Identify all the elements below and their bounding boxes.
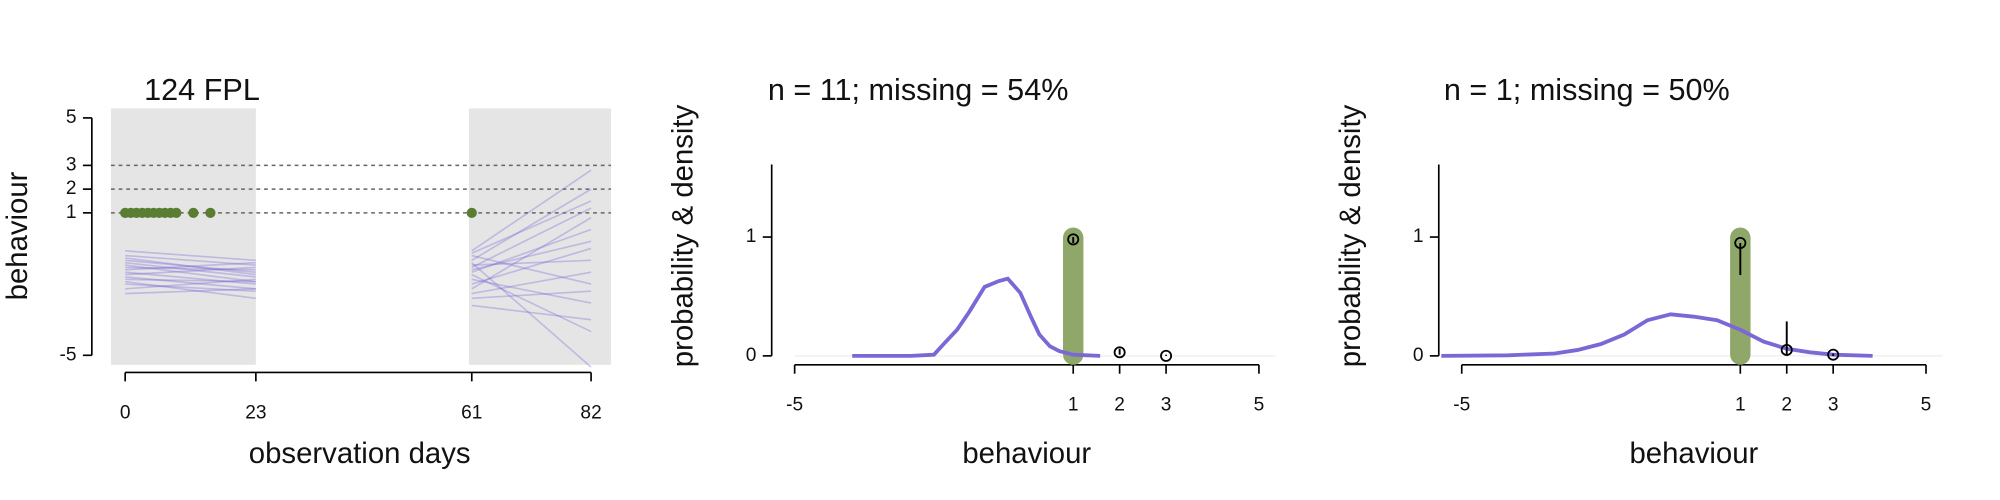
posterior-line (471, 247, 592, 285)
posterior-line (471, 240, 592, 271)
x-tick-label: -5 (1453, 395, 1470, 416)
posterior-line (125, 261, 256, 271)
probability-point (1827, 348, 1840, 361)
x-tick-label: 5 (1921, 395, 1932, 416)
probability-point (1734, 236, 1747, 249)
y-tick-label: 1 (1413, 226, 1424, 247)
posterior-line (125, 280, 256, 300)
probability-point (1113, 346, 1126, 359)
density-curve (1441, 312, 1873, 358)
observed-highlight (1063, 227, 1084, 365)
posterior-line (471, 169, 592, 252)
y-tick-label: 1 (746, 226, 757, 247)
panel-title: 124 FPL (144, 73, 260, 107)
y-tick-label: 1 (66, 202, 77, 223)
posterior-line (471, 278, 592, 304)
x-tick-label: 82 (580, 402, 601, 423)
observation-point (466, 207, 477, 218)
posterior-line (471, 207, 592, 269)
probability-point (1160, 349, 1173, 362)
observation-point (171, 207, 182, 218)
x-tick-label: 5 (1254, 395, 1265, 416)
y-tick-label: 0 (746, 345, 757, 366)
observation-window (468, 108, 611, 365)
observation-window (110, 108, 256, 365)
y-axis-label: probability & density (1334, 104, 1367, 367)
x-tick-label: 23 (245, 402, 266, 423)
posterior-line (125, 250, 256, 262)
x-tick-label: 1 (1735, 395, 1746, 416)
posterior-line (471, 271, 592, 295)
posterior-line (125, 276, 256, 290)
y-axis-label: behaviour (1, 171, 34, 300)
probability-point (1780, 343, 1793, 356)
x-axis-label: behaviour (1629, 437, 1758, 470)
x-tick-label: 3 (1828, 395, 1839, 416)
panel-title: n = 11; missing = 54% (768, 73, 1069, 107)
posterior-line (125, 254, 256, 266)
observation-point (205, 207, 216, 218)
y-tick-label: -5 (60, 344, 77, 365)
x-tick-label: 3 (1161, 395, 1172, 416)
posterior-line (125, 259, 256, 274)
y-tick-label: 5 (66, 107, 77, 128)
posterior-line (471, 304, 592, 321)
posterior-line (125, 278, 256, 283)
posterior-line (125, 278, 256, 290)
posterior-line (471, 290, 592, 300)
x-tick-label: 2 (1114, 395, 1125, 416)
posterior-line (125, 266, 256, 276)
x-tick-label: 0 (120, 402, 131, 423)
probability-point (1067, 233, 1080, 246)
posterior-line (471, 259, 592, 266)
posterior-line (471, 200, 592, 254)
observation-point (188, 207, 199, 218)
x-tick-label: 1 (1068, 395, 1079, 416)
posterior-line (125, 257, 256, 276)
posterior-line (125, 288, 256, 295)
x-axis-label: observation days (249, 437, 471, 470)
panel: n = 11; missing = 54% behaviour probabilit… (667, 73, 1276, 470)
x-tick-label: 2 (1781, 395, 1792, 416)
posterior-line (125, 264, 256, 283)
posterior-line (125, 266, 256, 271)
posterior-line (125, 271, 256, 285)
posterior-line (471, 262, 592, 368)
posterior-line (471, 228, 592, 273)
x-axis-label: behaviour (962, 437, 1091, 470)
y-tick-label: 0 (1413, 345, 1424, 366)
x-tick-label: -5 (786, 395, 803, 416)
posterior-line (471, 216, 592, 290)
posterior-line (125, 261, 256, 278)
x-tick-label: 61 (461, 402, 482, 423)
posterior-line (471, 254, 592, 285)
panel: n = 1; missing = 50% behaviour probability… (1334, 73, 1943, 470)
y-tick-label: 2 (66, 178, 77, 199)
density-curve (852, 276, 1101, 358)
panel-title: n = 1; missing = 50% (1444, 73, 1730, 107)
posterior-line (471, 188, 592, 262)
posterior-line (471, 273, 592, 333)
y-tick-label: 3 (66, 154, 77, 175)
y-axis-label: probability & density (667, 104, 700, 367)
posterior-line (125, 283, 256, 293)
